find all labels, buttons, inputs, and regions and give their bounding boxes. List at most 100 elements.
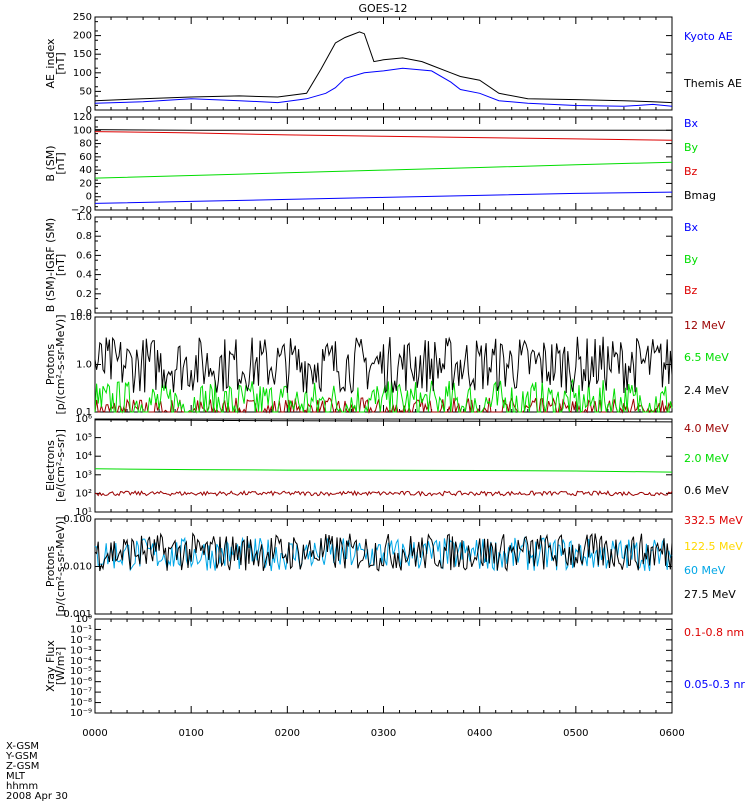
y-tick-label: 40 — [79, 165, 92, 176]
legend-entry: 122.5 MeV — [684, 540, 743, 553]
legend-entry: 12 MeV — [684, 319, 726, 332]
y-axis-label: B (SM) — [44, 145, 57, 181]
legend-entry: Bz — [684, 165, 698, 178]
y-axis-label: [nT] — [54, 254, 67, 276]
legend-entry: 6.5 MeV — [684, 351, 729, 364]
panel-1: −20 0 20 40 60 80 100 120 B (SM)[nT] Bx By Bz Bmag — [44, 112, 716, 216]
y-axis-label: [p/(cm²-s-sr-MeV)] — [54, 315, 67, 415]
y-tick-label: 10² — [75, 488, 92, 499]
y-tick-label: 10⁻⁴ — [70, 656, 92, 667]
legend-entry: 60 MeV — [684, 564, 726, 577]
y-tick-label: 10⁻⁷ — [70, 687, 92, 698]
footer-mlt: MLT — [6, 771, 25, 782]
series-line-kyoto-ae — [94, 67, 673, 107]
y-tick-label: 10⁵ — [75, 433, 92, 444]
legend-entry: 0.05-0.3 nr — [684, 678, 745, 691]
legend-entry: 0.1-0.8 nm — [684, 626, 744, 639]
legend-entry: Bz — [684, 284, 698, 297]
y-axis-label: AE_index — [44, 38, 57, 89]
y-tick-label: 0.4 — [76, 270, 92, 281]
y-tick-label: 10⁻⁵ — [70, 666, 92, 677]
legend-entry: Themis AE — [683, 77, 742, 90]
panel-3: 0.1 1.0 10.0 Protons[p/(cm²-s-sr-MeV)] 12 Me… — [44, 312, 729, 418]
panel-frame — [94, 16, 673, 111]
x-tick-label: 0100 — [178, 728, 203, 739]
series-line-themis-ae — [94, 31, 673, 104]
y-tick-label: 0.1 — [76, 407, 92, 418]
y-tick-label: 10.0 — [70, 312, 92, 323]
legend-entry: Bx — [684, 117, 699, 130]
y-tick-label: 0.8 — [76, 231, 92, 242]
panel-4: 10¹ 10² 10³ 10⁴ 10⁵ 10⁶ Electrons[e/(cm²-s-sr)… — [44, 414, 729, 518]
y-axis-label: [p/(cm²-s-sr-MeV)] — [54, 517, 67, 617]
y-axis-label: [e/(cm²-s-sr)] — [54, 429, 67, 502]
legend-entry: 332.5 MeV — [684, 514, 743, 527]
y-tick-label: 60 — [79, 152, 92, 163]
legend-entry: 4.0 MeV — [684, 422, 729, 435]
panel-5: 0.001 0.010 0.100 Protons[p/(cm²-s-sr-MeV)]… — [44, 514, 743, 620]
series-line-by — [94, 161, 673, 179]
x-tick-label: 0300 — [371, 728, 396, 739]
legend-entry: By — [684, 141, 699, 154]
panel-frame — [94, 418, 673, 513]
y-tick-label: 50 — [79, 86, 92, 97]
series-line-bx — [94, 191, 673, 204]
x-tick-label: 0200 — [275, 728, 300, 739]
y-tick-label: 0.001 — [63, 609, 92, 620]
panel-frame — [94, 316, 673, 413]
y-axis-label: Protons — [44, 546, 57, 587]
x-tick-label: 0600 — [659, 728, 684, 739]
y-tick-label: 10⁻⁶ — [70, 677, 92, 688]
y-tick-label: 0.010 — [63, 562, 92, 573]
legend-entry: Bx — [684, 221, 699, 234]
panel-frame — [94, 216, 673, 314]
y-tick-label: 10⁻¹ — [70, 624, 92, 635]
series-line-2-4-mev — [94, 336, 673, 394]
footer-zgsm: Z-GSM — [6, 761, 40, 772]
y-axis-label: [nT] — [54, 152, 67, 174]
y-tick-label: 10¹ — [75, 507, 92, 518]
series-line-0-6-mev — [94, 419, 673, 423]
figure-title: GOES-12 — [358, 2, 407, 15]
y-tick-label: 1.0 — [76, 360, 92, 371]
legend-entry: 2.4 MeV — [684, 384, 729, 397]
panel-frame — [94, 116, 673, 211]
y-tick-label: 0.0 — [76, 308, 92, 319]
series-line-27-5-mev — [94, 532, 673, 572]
y-axis-label: [nT] — [54, 52, 67, 74]
panel-2: 0.0 0.2 0.4 0.6 0.8 1.0 B (SM)-IGRF (SM)[nT] Bx… — [44, 212, 699, 319]
y-tick-label: 80 — [79, 139, 92, 150]
x-tick-label: 0400 — [467, 728, 492, 739]
series-line-2-0-mev — [94, 468, 673, 473]
series-line-6-5-mev — [94, 378, 673, 414]
series-line-bmag — [94, 129, 672, 131]
y-tick-label: 0 — [86, 192, 92, 203]
y-tick-label: 10⁻² — [70, 635, 92, 646]
y-tick-label: 0.2 — [76, 289, 92, 300]
y-tick-label: 100 — [73, 125, 92, 136]
legend-entry: Kyoto AE — [684, 30, 733, 43]
y-tick-label: 10⁴ — [75, 451, 92, 462]
y-tick-label: 10⁻³ — [70, 645, 92, 656]
legend-entry: 2.0 MeV — [684, 452, 729, 465]
y-tick-label: 10⁻⁹ — [70, 708, 92, 719]
panel-frame — [94, 618, 673, 714]
series-line-60-mev — [94, 536, 673, 572]
footer-date: 2008 Apr 30 — [6, 791, 68, 802]
y-tick-label: 10⁻⁸ — [70, 698, 92, 709]
x-tick-label: 0500 — [563, 728, 588, 739]
y-tick-label: 10³ — [75, 470, 92, 481]
legend-entry: 27.5 MeV — [684, 588, 736, 601]
y-axis-label: Protons — [44, 344, 57, 385]
y-tick-label: 150 — [73, 49, 92, 60]
legend-entry: By — [684, 253, 699, 266]
footer-xgsm: X-GSM — [6, 741, 40, 752]
y-tick-label: −20 — [71, 205, 92, 216]
series-line-4-0-mev — [94, 490, 673, 497]
y-axis-label: [W/m²] — [54, 647, 67, 685]
y-tick-label: 250 — [73, 12, 92, 23]
footer-hhmm: hhmm — [6, 781, 39, 792]
footer-ygsm: Y-GSM — [6, 751, 38, 762]
legend-entry: 0.6 MeV — [684, 484, 729, 497]
